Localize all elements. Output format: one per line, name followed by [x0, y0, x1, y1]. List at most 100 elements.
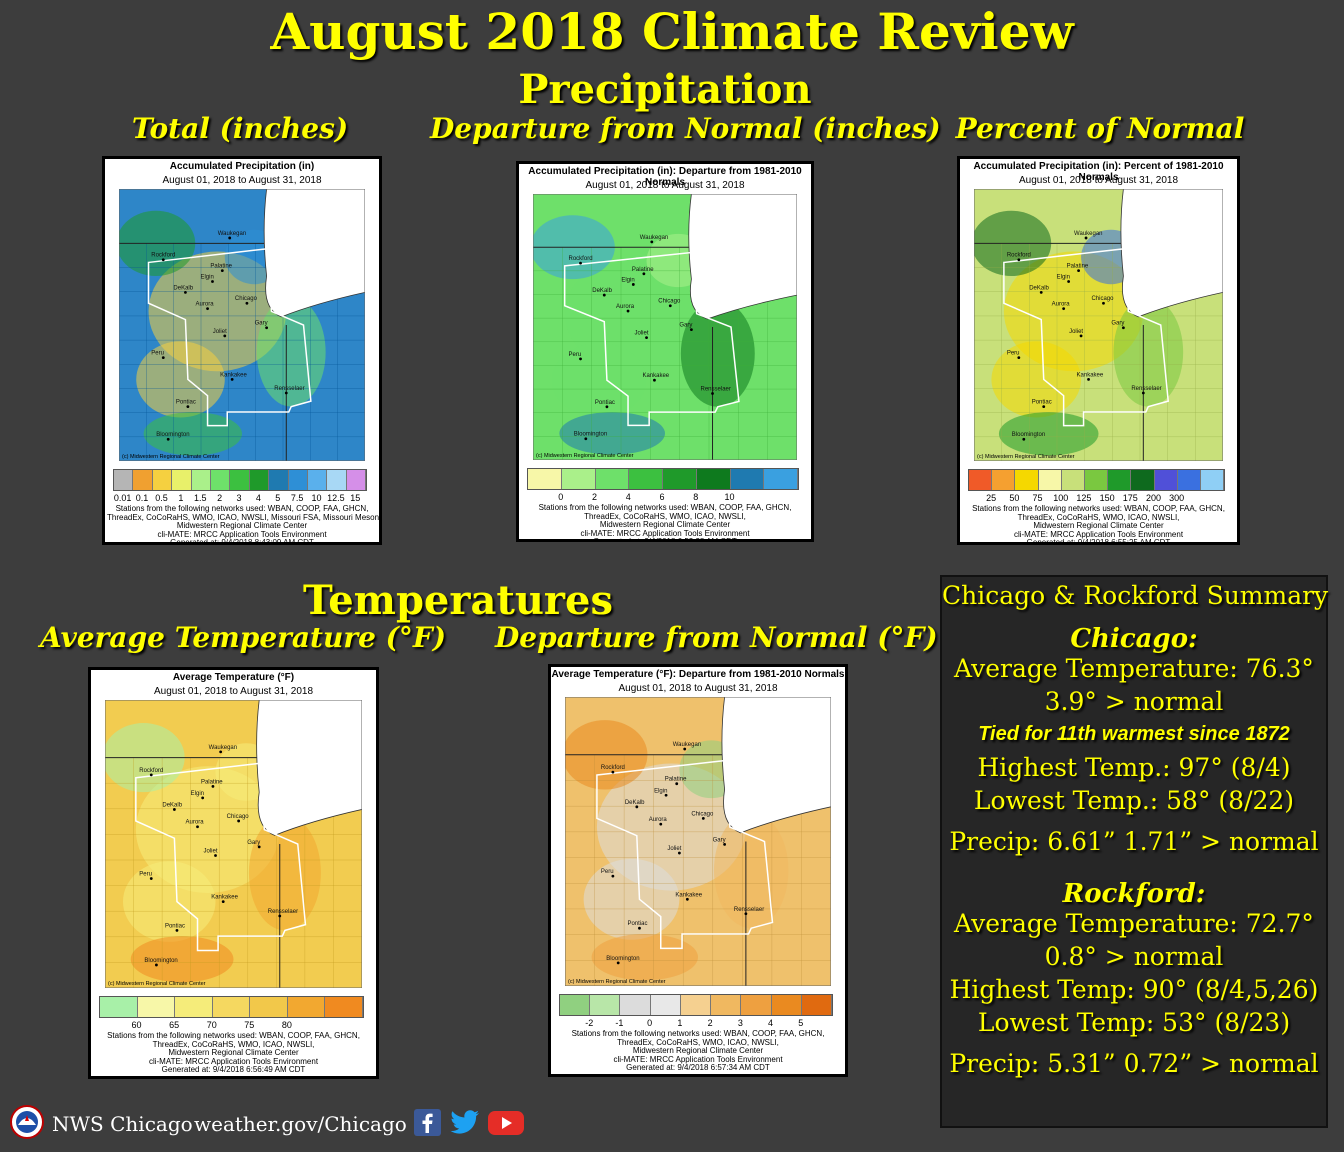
- map-title: Average Temperature (°F): [172, 672, 295, 683]
- precip-total-map: Accumulated Precipitation (in) August 01,…: [102, 156, 382, 545]
- svg-text:Aurora: Aurora: [186, 820, 205, 826]
- svg-text:Peru: Peru: [151, 351, 164, 357]
- map-title: Accumulated Precipitation (in): Departur…: [528, 166, 802, 188]
- svg-text:Elgin: Elgin: [1057, 274, 1070, 280]
- map-notes: Stations from the following networks use…: [571, 1029, 825, 1072]
- svg-text:Gary: Gary: [713, 837, 726, 843]
- map-title: Accumulated Precipitation (in): Percent …: [973, 161, 1224, 183]
- rockford-highest: Highest Temp: 90° (8/4,5,26): [949, 975, 1319, 1004]
- chicago-departure: 3.9° > normal: [1044, 687, 1224, 716]
- svg-text:Peru: Peru: [1007, 351, 1020, 357]
- svg-text:Palatine: Palatine: [210, 264, 232, 270]
- svg-text:Rockford: Rockford: [569, 256, 593, 262]
- svg-text:(c) Midwestern Regional Climat: (c) Midwestern Regional Climate Center: [122, 454, 220, 460]
- legend-ticks: -2 -1 0 1 2 3 4 5: [585, 1018, 804, 1028]
- svg-text:Aurora: Aurora: [196, 302, 215, 308]
- summary-heading: Chicago & Rockford Summary: [942, 581, 1329, 610]
- temp-average-subtitle: Average Temperature (°F): [40, 621, 447, 654]
- map-notes: Stations from the following networks use…: [107, 1031, 360, 1074]
- page-title: August 2018 Climate Review: [270, 2, 1074, 61]
- svg-text:Bloomington: Bloomington: [156, 432, 189, 438]
- map-date: August 01, 2018 to August 31, 2018: [1018, 175, 1179, 186]
- svg-text:Gary: Gary: [247, 840, 260, 846]
- footer-website[interactable]: weather.gov/Chicago: [194, 1112, 407, 1136]
- map-legend: [527, 468, 799, 490]
- svg-text:Rockford: Rockford: [139, 768, 163, 774]
- svg-text:Waukegan: Waukegan: [209, 745, 237, 751]
- map-notes: Stations from the following networks use…: [972, 504, 1225, 545]
- svg-text:Waukegan: Waukegan: [218, 231, 246, 237]
- svg-text:Palatine: Palatine: [665, 777, 687, 783]
- precipitation-heading: Precipitation: [518, 66, 812, 113]
- svg-text:Rensselaer: Rensselaer: [734, 907, 764, 913]
- svg-text:Bloomington: Bloomington: [1012, 432, 1045, 438]
- svg-text:DeKalb: DeKalb: [173, 285, 193, 291]
- svg-text:Pontiac: Pontiac: [627, 921, 647, 927]
- precip-percent-subtitle: Percent of Normal: [955, 112, 1245, 145]
- svg-text:Aurora: Aurora: [616, 304, 635, 310]
- map-date: August 01, 2018 to August 31, 2018: [585, 180, 745, 191]
- svg-text:Joliet: Joliet: [204, 849, 218, 855]
- svg-text:Elgin: Elgin: [654, 788, 667, 794]
- svg-text:(c) Midwestern Regional Climat: (c) Midwestern Regional Climate Center: [108, 981, 206, 987]
- svg-text:Pontiac: Pontiac: [595, 400, 615, 406]
- map-notes: Stations from the following networks use…: [538, 503, 792, 542]
- svg-text:Waukegan: Waukegan: [640, 235, 668, 241]
- map-shading: Waukegan Rockford Palatine Elgin DeKalb Auror…: [565, 697, 831, 986]
- svg-text:Elgin: Elgin: [200, 274, 213, 280]
- svg-text:DeKalb: DeKalb: [1029, 285, 1049, 291]
- footer-office: NWS Chicago: [52, 1112, 193, 1136]
- nws-logo-icon: [10, 1105, 44, 1139]
- svg-text:Elgin: Elgin: [621, 277, 634, 283]
- svg-text:Joliet: Joliet: [1069, 329, 1083, 335]
- twitter-icon[interactable]: [449, 1109, 481, 1137]
- svg-text:Rensselaer: Rensselaer: [1131, 386, 1161, 392]
- rockford-departure: 0.8° > normal: [1044, 942, 1224, 971]
- precip-percent-map: Accumulated Precipitation (in): Percent …: [957, 156, 1240, 545]
- svg-text:DeKalb: DeKalb: [592, 288, 612, 294]
- map-legend: [968, 469, 1225, 491]
- temp-departure-map: Average Temperature (°F): Departure from…: [548, 664, 848, 1077]
- svg-text:Waukegan: Waukegan: [673, 742, 701, 748]
- rockford-lowest: Lowest Temp: 53° (8/23): [977, 1008, 1291, 1037]
- svg-text:Chicago: Chicago: [1091, 296, 1114, 302]
- svg-text:Peru: Peru: [601, 869, 614, 875]
- temperatures-heading: Temperatures: [303, 577, 613, 624]
- map-legend: [559, 994, 833, 1016]
- svg-text:Rockford: Rockford: [1007, 253, 1031, 259]
- svg-text:(c) Midwestern Regional Climat: (c) Midwestern Regional Climate Center: [568, 979, 666, 985]
- svg-text:(c) Midwestern Regional Climat: (c) Midwestern Regional Climate Center: [536, 453, 634, 459]
- rockford-avg-temp: Average Temperature: 72.7°: [954, 909, 1314, 938]
- chicago-precip: Precip: 6.61” 1.71” > normal: [949, 827, 1319, 856]
- facebook-icon[interactable]: [414, 1109, 441, 1136]
- svg-text:Bloomington: Bloomington: [144, 958, 177, 964]
- map-title: Accumulated Precipitation (in): [169, 161, 315, 172]
- map-date: August 01, 2018 to August 31, 2018: [618, 683, 778, 694]
- legend-ticks: 0 2 4 6 8 10: [558, 492, 735, 502]
- chicago-heading: Chicago:: [1070, 624, 1198, 654]
- svg-text:Kankakee: Kankakee: [211, 895, 238, 901]
- svg-text:DeKalb: DeKalb: [625, 800, 645, 806]
- svg-text:Kankakee: Kankakee: [675, 892, 702, 898]
- map-shading: Waukegan Rockford Palatine Elgin DeKalb Auror…: [105, 700, 362, 988]
- svg-text:Rensselaer: Rensselaer: [274, 386, 304, 392]
- svg-text:Chicago: Chicago: [227, 814, 250, 820]
- map-date: August 01, 2018 to August 31, 2018: [153, 686, 314, 697]
- rockford-heading: Rockford:: [1062, 879, 1206, 909]
- svg-text:Peru: Peru: [569, 352, 582, 358]
- chicago-avg-temp: Average Temperature: 76.3°: [954, 654, 1314, 683]
- svg-text:Kankakee: Kankakee: [1077, 372, 1104, 378]
- temp-average-map: Average Temperature (°F) August 01, 2018 …: [88, 667, 379, 1079]
- map-date: August 01, 2018 to August 31, 2018: [162, 175, 322, 186]
- map-legend: [113, 469, 367, 491]
- summary-box: Chicago & Rockford Summary Chicago: Aver…: [940, 575, 1328, 1128]
- svg-text:Elgin: Elgin: [191, 791, 204, 797]
- precip-total-subtitle: Total (inches): [131, 112, 349, 145]
- youtube-icon[interactable]: [487, 1110, 525, 1136]
- svg-text:Joliet: Joliet: [635, 331, 649, 337]
- precip-departure-map: Accumulated Precipitation (in): Departur…: [516, 161, 814, 542]
- svg-text:Gary: Gary: [679, 323, 692, 329]
- svg-text:Gary: Gary: [1111, 321, 1124, 327]
- svg-text:Gary: Gary: [255, 321, 268, 327]
- svg-text:Palatine: Palatine: [1067, 264, 1089, 270]
